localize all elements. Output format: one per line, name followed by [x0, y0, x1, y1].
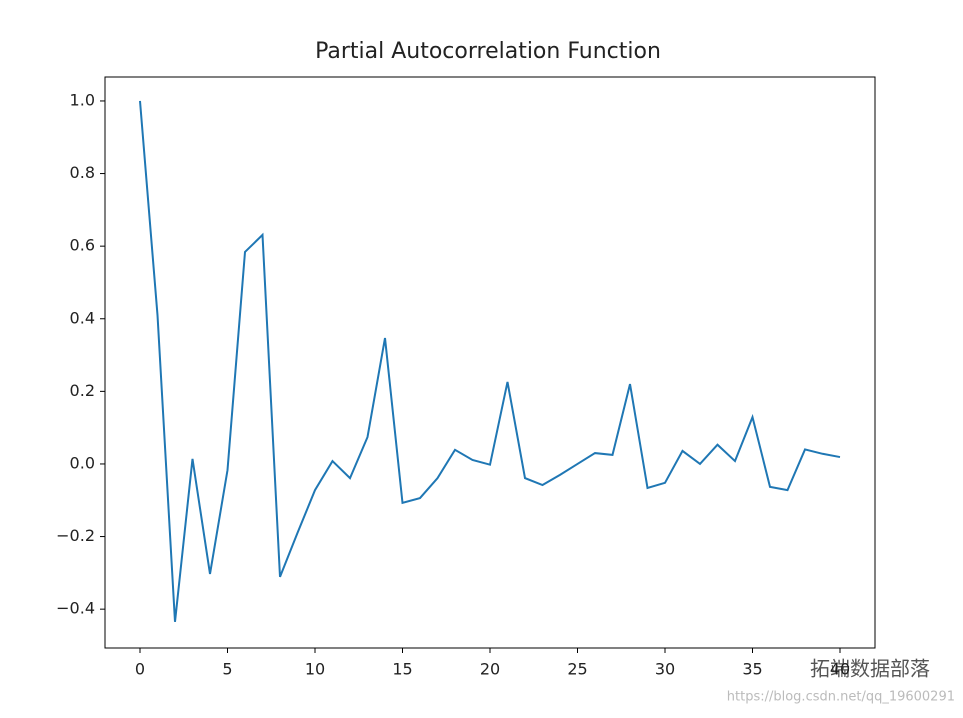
y-tick-label: 0.6	[70, 236, 95, 255]
y-tick-label: 0.8	[70, 163, 95, 182]
x-tick-label: 10	[305, 660, 325, 679]
y-tick-label: 1.0	[70, 90, 95, 109]
x-tick-label: 40	[830, 660, 850, 679]
x-tick-label: 20	[480, 660, 500, 679]
x-tick-label: 25	[567, 660, 587, 679]
y-tick-label: 0.4	[70, 308, 95, 327]
series-line	[139, 100, 841, 622]
x-tick-label: 30	[655, 660, 675, 679]
y-tick-label: 0.2	[70, 381, 95, 400]
chart-title: Partial Autocorrelation Function	[315, 39, 661, 64]
y-tick-label: −0.2	[56, 526, 95, 545]
plot-frame	[104, 76, 876, 649]
watermark-url: https://blog.csdn.net/qq_19600291	[727, 690, 955, 705]
x-tick-label: 5	[222, 660, 232, 679]
x-tick-label: 0	[135, 660, 145, 679]
x-tick-label: 35	[742, 660, 762, 679]
watermark-brand: 拓端数据部落	[810, 657, 930, 681]
y-tick-label: −0.4	[56, 599, 95, 618]
y-tick-label: 0.0	[70, 453, 95, 472]
x-tick-label: 15	[392, 660, 412, 679]
